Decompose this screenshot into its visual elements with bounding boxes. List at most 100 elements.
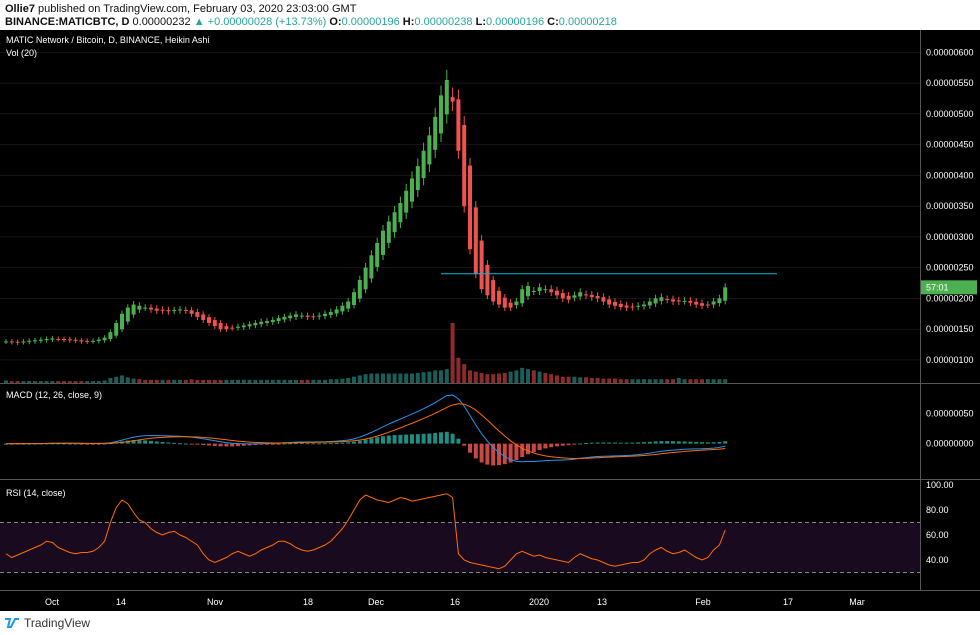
candle-body	[427, 135, 432, 165]
candle-body	[120, 313, 124, 330]
macd-histogram-bar	[288, 443, 293, 445]
volume-bar	[601, 378, 606, 383]
candle-body	[79, 340, 84, 342]
candle-body	[311, 316, 316, 318]
macd-histogram-bar	[398, 434, 403, 444]
macd-histogram-bar	[85, 443, 90, 445]
volume-bar	[410, 373, 414, 383]
footer: TradingView	[0, 611, 980, 635]
candle-body	[618, 303, 623, 308]
macd-histogram-bar	[566, 443, 571, 446]
candle-body	[27, 340, 32, 342]
macd-histogram-bar	[91, 443, 95, 445]
candle-body	[659, 297, 664, 301]
volume-bar	[723, 379, 728, 383]
macd-histogram-bar	[508, 443, 513, 463]
volume-bar	[340, 378, 345, 383]
candle-body	[172, 310, 177, 312]
macd-histogram-bar	[647, 441, 652, 444]
volume-bar	[549, 374, 554, 383]
macd-histogram-bar	[589, 442, 594, 444]
macd-histogram-bar	[520, 443, 525, 458]
volume-bar	[584, 377, 588, 383]
macd-histogram-bar	[224, 443, 229, 447]
candle-body	[392, 212, 397, 233]
macd-histogram-bar	[694, 441, 699, 444]
candle-body	[526, 286, 530, 297]
volume-bar	[317, 379, 322, 383]
volume-bar	[346, 377, 351, 383]
candle-body	[357, 279, 362, 299]
macd-histogram-bar	[555, 443, 559, 447]
time-tick-label: Mar	[849, 597, 865, 607]
candle-body	[647, 301, 652, 306]
open-value: 0.00000196	[341, 16, 400, 28]
candle-body	[143, 307, 148, 309]
candle-body	[189, 310, 194, 314]
time-tick-label: 18	[303, 597, 313, 607]
macd-histogram-bar	[618, 442, 623, 444]
volume-bar	[73, 381, 78, 383]
volume-bar	[67, 381, 72, 383]
tradingview-logo-icon	[5, 618, 19, 628]
volume-bar	[630, 379, 635, 383]
macd-histogram-bar	[149, 440, 153, 444]
candle-body	[497, 290, 501, 305]
time-tick-label: Dec	[368, 597, 385, 607]
volume-bar	[618, 379, 623, 383]
candle-body	[15, 341, 20, 343]
volume-bar	[44, 381, 49, 383]
up-arrow-icon: ▲	[193, 16, 205, 28]
volume-bar	[381, 373, 385, 383]
time-tick-label: Oct	[45, 597, 60, 607]
chart-canvas[interactable]: 0.00000600 0.00000550 0.00000500 0.00000450…	[0, 30, 980, 611]
volume-bar	[236, 379, 240, 383]
candle-body	[160, 309, 165, 311]
volume-bar	[137, 379, 142, 383]
volume-bar	[253, 379, 258, 383]
volume-bar	[427, 371, 432, 383]
time-tick-label: 2020	[529, 597, 549, 607]
candle-body	[102, 337, 107, 341]
volume-bar	[572, 376, 577, 383]
price-tick-label: 0.00000100	[926, 355, 974, 365]
candle-body	[468, 165, 472, 250]
macd-histogram-bar	[125, 440, 130, 444]
candle-body	[375, 243, 380, 267]
candle-body	[4, 341, 8, 343]
candle-body	[439, 95, 443, 134]
candle-body	[33, 340, 37, 342]
volume-bar	[485, 374, 490, 383]
time-tick-label: 16	[450, 597, 460, 607]
volume-bar	[27, 381, 32, 383]
candle-body	[201, 314, 206, 320]
macd-histogram-bar	[96, 443, 101, 445]
candle-body	[114, 323, 119, 336]
volume-bar	[294, 379, 298, 383]
candle-body	[578, 292, 583, 297]
candle-body	[688, 300, 693, 303]
volume-bar	[468, 370, 472, 383]
macd-histogram-bar	[253, 443, 258, 446]
price-tag	[921, 280, 977, 295]
macd-histogram-bar	[305, 443, 310, 445]
candle-body	[108, 332, 113, 340]
volume-bar	[282, 379, 287, 383]
macd-histogram-bar	[543, 443, 548, 449]
macd-histogram-bar	[462, 443, 467, 446]
volume-bar	[636, 379, 641, 383]
macd-histogram-bar	[607, 442, 612, 444]
volume-bar	[456, 357, 461, 383]
macd-histogram-bar	[549, 443, 554, 448]
volume-bar	[578, 377, 583, 383]
volume-bar	[671, 379, 675, 383]
candle-body	[183, 309, 188, 311]
brand: TradingView	[24, 616, 91, 630]
candle-body	[96, 339, 101, 342]
author[interactable]: Ollie7	[5, 3, 35, 15]
macd-histogram-bar	[497, 443, 501, 466]
candle-body	[131, 304, 136, 315]
candle-body	[560, 293, 565, 299]
candle-body	[676, 300, 681, 302]
candle-body	[317, 315, 322, 317]
